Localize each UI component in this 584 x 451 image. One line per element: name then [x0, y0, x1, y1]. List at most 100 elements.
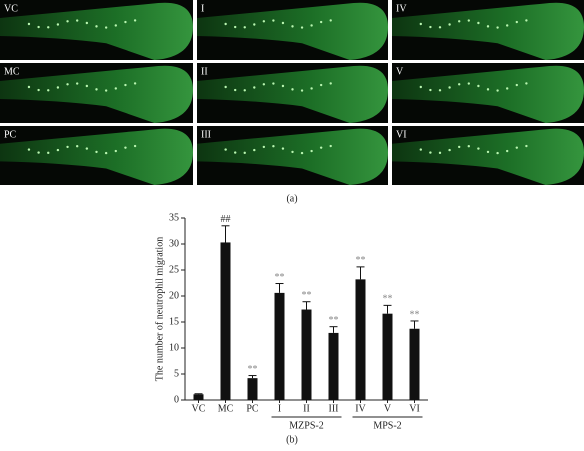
- cell-dot: [300, 26, 304, 29]
- cell-dot: [95, 88, 98, 91]
- x-tick-label: MC: [218, 403, 234, 414]
- cell-dot: [486, 88, 490, 91]
- cell-dot: [66, 145, 69, 149]
- fish-body: [0, 2, 193, 60]
- cell-dot: [56, 23, 60, 26]
- cell-dot: [253, 86, 256, 89]
- cell-dot: [458, 145, 461, 149]
- cell-dot: [496, 89, 499, 92]
- cell-dot: [262, 83, 266, 86]
- cell-dot: [310, 87, 313, 90]
- cell-dot: [37, 151, 40, 154]
- cell-dot: [515, 83, 518, 87]
- cell-dot: [448, 86, 451, 89]
- cell-dot: [515, 20, 518, 24]
- cell-dot: [438, 151, 442, 155]
- panel-label: III: [201, 129, 211, 140]
- y-tick-label: 25: [169, 264, 179, 275]
- cell-dot: [47, 151, 50, 155]
- x-tick-label: V: [384, 403, 392, 414]
- cell-dot: [515, 146, 518, 149]
- fish-body: [0, 65, 193, 123]
- cell-dot: [224, 85, 227, 89]
- cell-dot: [319, 83, 323, 87]
- cell-dot: [133, 19, 137, 22]
- x-tick-label: III: [329, 403, 339, 414]
- cell-dot: [329, 19, 332, 22]
- cell-dot: [76, 82, 79, 85]
- fish-body: [197, 65, 388, 123]
- cell-dot: [253, 148, 256, 152]
- panel-label: VC: [4, 3, 18, 14]
- cell-dot: [27, 85, 31, 89]
- cell-dot: [486, 150, 490, 154]
- cell-dot: [47, 89, 50, 92]
- cell-dot: [329, 82, 332, 85]
- cell-dot: [114, 24, 118, 27]
- panel-label: VI: [396, 129, 407, 140]
- panel-label: V: [396, 66, 404, 77]
- cell-dot: [467, 145, 470, 148]
- significance-label: **: [383, 294, 393, 305]
- chart-caption: (b): [286, 434, 298, 445]
- cell-dot: [234, 88, 237, 92]
- cell-dot: [85, 21, 89, 25]
- cell-dot: [496, 26, 499, 29]
- bar: [382, 313, 393, 400]
- cell-dot: [224, 148, 227, 151]
- y-tick-label: 0: [174, 394, 179, 405]
- cell-dot: [458, 20, 461, 23]
- cell-dot: [448, 23, 451, 26]
- cell-dot: [467, 82, 470, 85]
- cell-dot: [281, 21, 285, 25]
- cell-dot: [243, 151, 246, 155]
- cell-dot: [262, 145, 266, 149]
- y-axis-label: The number of neutrophil migration: [154, 237, 165, 381]
- cell-dot: [262, 20, 266, 23]
- panel-label: PC: [4, 129, 17, 140]
- fish-body: [0, 128, 193, 185]
- fish-body: [197, 2, 388, 60]
- bar: [301, 309, 312, 400]
- cell-dot: [114, 149, 118, 153]
- group-label: MZPS-2: [289, 420, 323, 431]
- bar: [274, 292, 285, 400]
- cell-dot: [300, 151, 304, 155]
- cell-dot: [506, 87, 509, 90]
- significance-label: **: [248, 364, 258, 375]
- cell-dot: [506, 24, 509, 27]
- cell-dot: [291, 88, 294, 91]
- cell-dot: [506, 149, 509, 153]
- panel-label: I: [201, 3, 204, 14]
- cell-dot: [124, 83, 127, 87]
- cell-dot: [272, 82, 275, 85]
- cell-dot: [300, 89, 304, 92]
- cell-dot: [477, 84, 480, 88]
- cell-dot: [310, 149, 313, 153]
- group-label: MPS-2: [373, 420, 401, 431]
- bar: [355, 279, 366, 400]
- cell-dot: [27, 148, 31, 151]
- y-tick-label: 10: [169, 342, 179, 353]
- cell-dot: [291, 25, 294, 28]
- fish-body: [392, 65, 584, 123]
- cell-dot: [76, 145, 79, 148]
- cell-dot: [37, 25, 40, 29]
- cell-dot: [66, 83, 69, 86]
- cell-dot: [56, 86, 60, 89]
- cell-dot: [419, 85, 422, 89]
- cell-dot: [448, 148, 451, 152]
- cell-dot: [525, 19, 528, 22]
- cell-dot: [133, 144, 137, 148]
- cell-dot: [272, 19, 275, 22]
- cell-dot: [85, 84, 89, 88]
- significance-label: **: [302, 290, 312, 301]
- fish-body: [197, 128, 388, 185]
- cell-dot: [76, 19, 79, 22]
- panel-label: II: [201, 66, 208, 77]
- cell-dot: [114, 87, 118, 90]
- cell-dot: [234, 25, 237, 29]
- cell-dot: [496, 151, 499, 155]
